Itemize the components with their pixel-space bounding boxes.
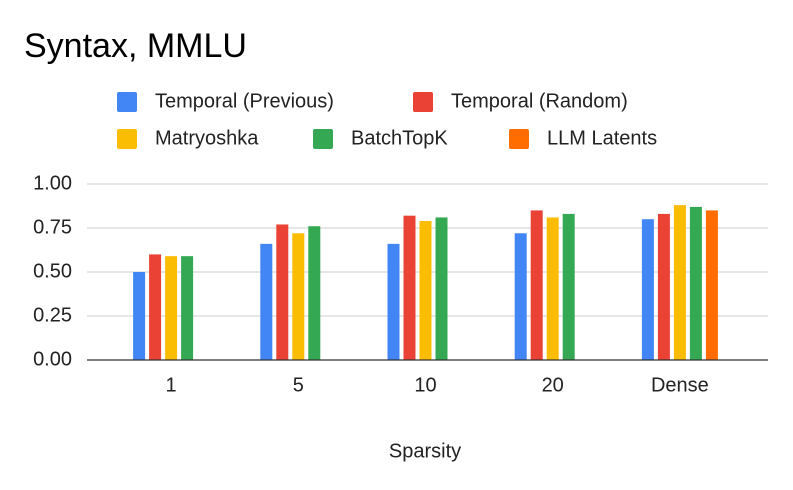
- bar: [165, 256, 178, 360]
- bar: [435, 217, 448, 360]
- bar: [530, 210, 543, 360]
- legend-label: Temporal (Random): [451, 90, 628, 112]
- bar: [546, 217, 559, 360]
- legend-label: Matryoshka: [155, 127, 259, 149]
- legend-swatch: [117, 129, 137, 149]
- x-tick-label: 5: [293, 374, 304, 396]
- bar: [276, 224, 289, 360]
- legend-swatch: [509, 129, 529, 149]
- y-tick-label: 1.00: [33, 172, 72, 194]
- legend-label: BatchTopK: [351, 127, 448, 149]
- bar: [403, 215, 416, 360]
- bar: [673, 205, 686, 360]
- bar: [149, 254, 162, 360]
- legend-label: Temporal (Previous): [155, 90, 334, 112]
- bar: [689, 206, 702, 360]
- bar: [705, 210, 718, 360]
- legend-label: LLM Latents: [547, 127, 657, 149]
- bar: [514, 233, 527, 360]
- x-tick-label: 10: [414, 374, 436, 396]
- bar: [657, 213, 670, 360]
- chart-title: Syntax, MMLU: [24, 27, 247, 65]
- bar: [419, 220, 432, 360]
- bar: [260, 243, 273, 360]
- bar: [133, 272, 146, 360]
- y-tick-label: 0.25: [33, 304, 72, 326]
- legend-swatch: [413, 92, 433, 112]
- y-tick-label: 0.75: [33, 216, 72, 238]
- bar: [562, 213, 575, 360]
- bar: [308, 226, 321, 360]
- y-tick-label: 0.00: [33, 348, 72, 370]
- y-tick-label: 0.50: [33, 260, 72, 282]
- x-tick-label: 1: [166, 374, 177, 396]
- x-tick-label: Dense: [651, 374, 709, 396]
- bar: [181, 256, 194, 360]
- legend-swatch: [117, 92, 137, 112]
- bar: [387, 243, 400, 360]
- x-axis-title: Sparsity: [389, 440, 461, 462]
- legend-swatch: [313, 129, 333, 149]
- x-tick-label: 20: [542, 374, 564, 396]
- bar: [641, 219, 654, 360]
- bar: [292, 233, 305, 360]
